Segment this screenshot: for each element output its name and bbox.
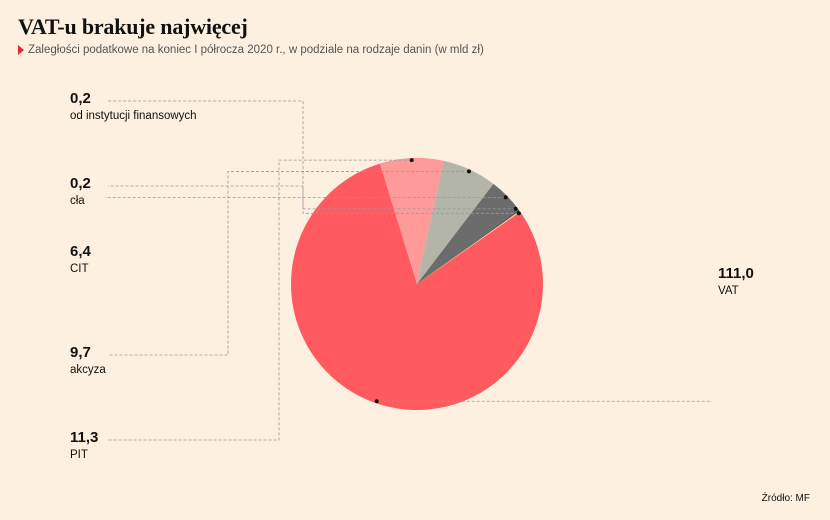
leader-line-od-instytucji-finansowych <box>108 100 519 214</box>
pie-slice-od-instytucji-finansowych <box>417 210 521 284</box>
data-label-value-pit: 11,3 <box>70 429 98 446</box>
data-label-value-od-instytucji-finansowych: 0,2 <box>70 90 91 107</box>
chart-subtitle: Zaległości podatkowe na koniec I półrocz… <box>18 44 484 56</box>
leader-dot-vat <box>374 399 379 404</box>
data-label-value-cła: 0,2 <box>70 175 91 192</box>
leader-line-akcyza <box>108 171 469 356</box>
leader-dot-cła <box>513 206 518 211</box>
data-label-value-akcyza: 9,7 <box>70 344 91 361</box>
pie-slice-pit <box>379 158 444 284</box>
data-label-name-pit: PIT <box>70 449 88 461</box>
leader-dot-od-instytucji-finansowych <box>516 211 521 216</box>
leader-line-cła <box>108 185 516 210</box>
leader-dot-pit <box>409 158 414 163</box>
leader-dot-akcyza <box>466 169 471 174</box>
data-label-name-akcyza: akcyza <box>70 364 106 376</box>
data-label-name-vat: VAT <box>718 285 739 297</box>
source-note: Źródło: MF <box>761 493 810 504</box>
data-label-name-od-instytucji-finansowych: od instytucji finansowych <box>70 110 197 122</box>
subtitle-marker-icon <box>18 45 24 55</box>
subtitle-text: Zaległości podatkowe na koniec I półrocz… <box>28 44 484 56</box>
data-label-name-cit: CIT <box>70 263 89 275</box>
pie-slice-akcyza <box>417 160 494 284</box>
data-label-value-vat: 111,0 <box>718 265 754 282</box>
pie-slice-vat <box>291 163 543 411</box>
chart-title: VAT-u brakuje najwięcej <box>18 14 248 39</box>
leader-line-pit <box>108 159 412 441</box>
leader-dot-cit <box>503 195 508 200</box>
data-label-value-cit: 6,4 <box>70 243 92 260</box>
pie-slice-cła <box>417 209 520 284</box>
data-label-name-cła: cła <box>70 195 85 207</box>
